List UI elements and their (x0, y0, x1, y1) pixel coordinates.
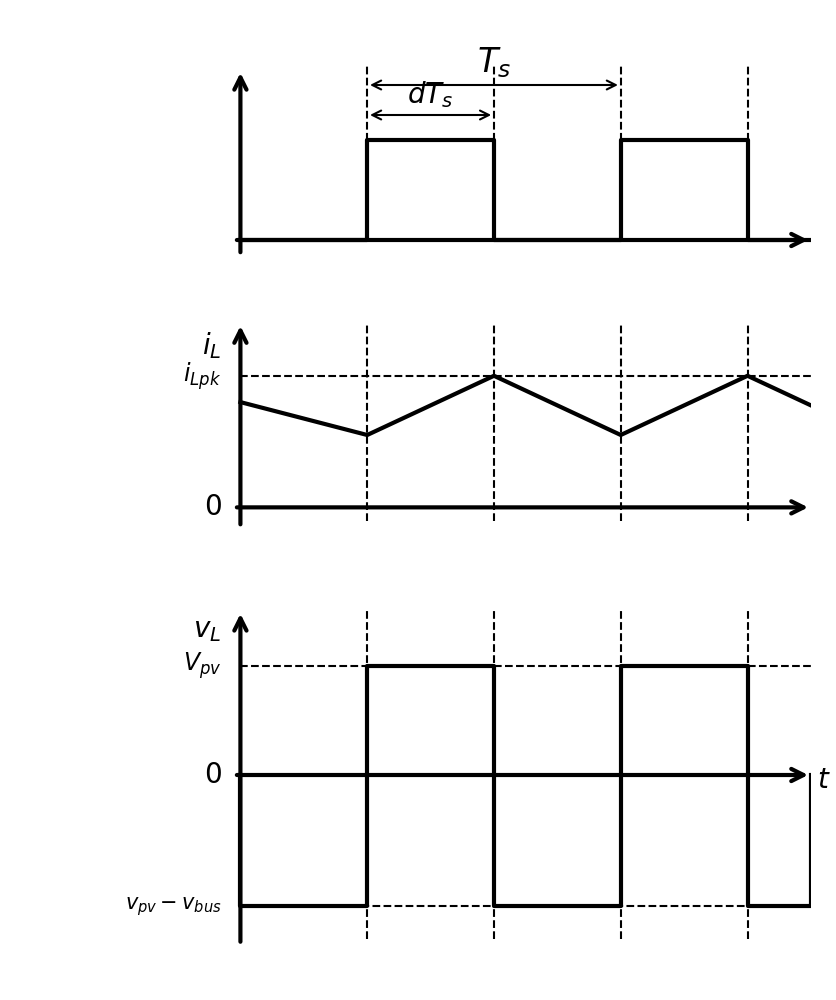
Text: $0$: $0$ (203, 761, 222, 789)
Text: $0$: $0$ (203, 493, 222, 521)
Text: $v_L$: $v_L$ (193, 616, 222, 644)
Text: $V_{pv}$: $V_{pv}$ (183, 650, 222, 681)
Text: $v_{pv}-v_{bus}$: $v_{pv}-v_{bus}$ (125, 895, 222, 918)
Text: $T_s$: $T_s$ (477, 45, 511, 80)
Text: $i_L$: $i_L$ (202, 330, 222, 361)
Text: $dT_s$: $dT_s$ (407, 79, 454, 110)
Text: $i_{Lpk}$: $i_{Lpk}$ (183, 360, 222, 392)
Text: $t$: $t$ (818, 766, 831, 794)
